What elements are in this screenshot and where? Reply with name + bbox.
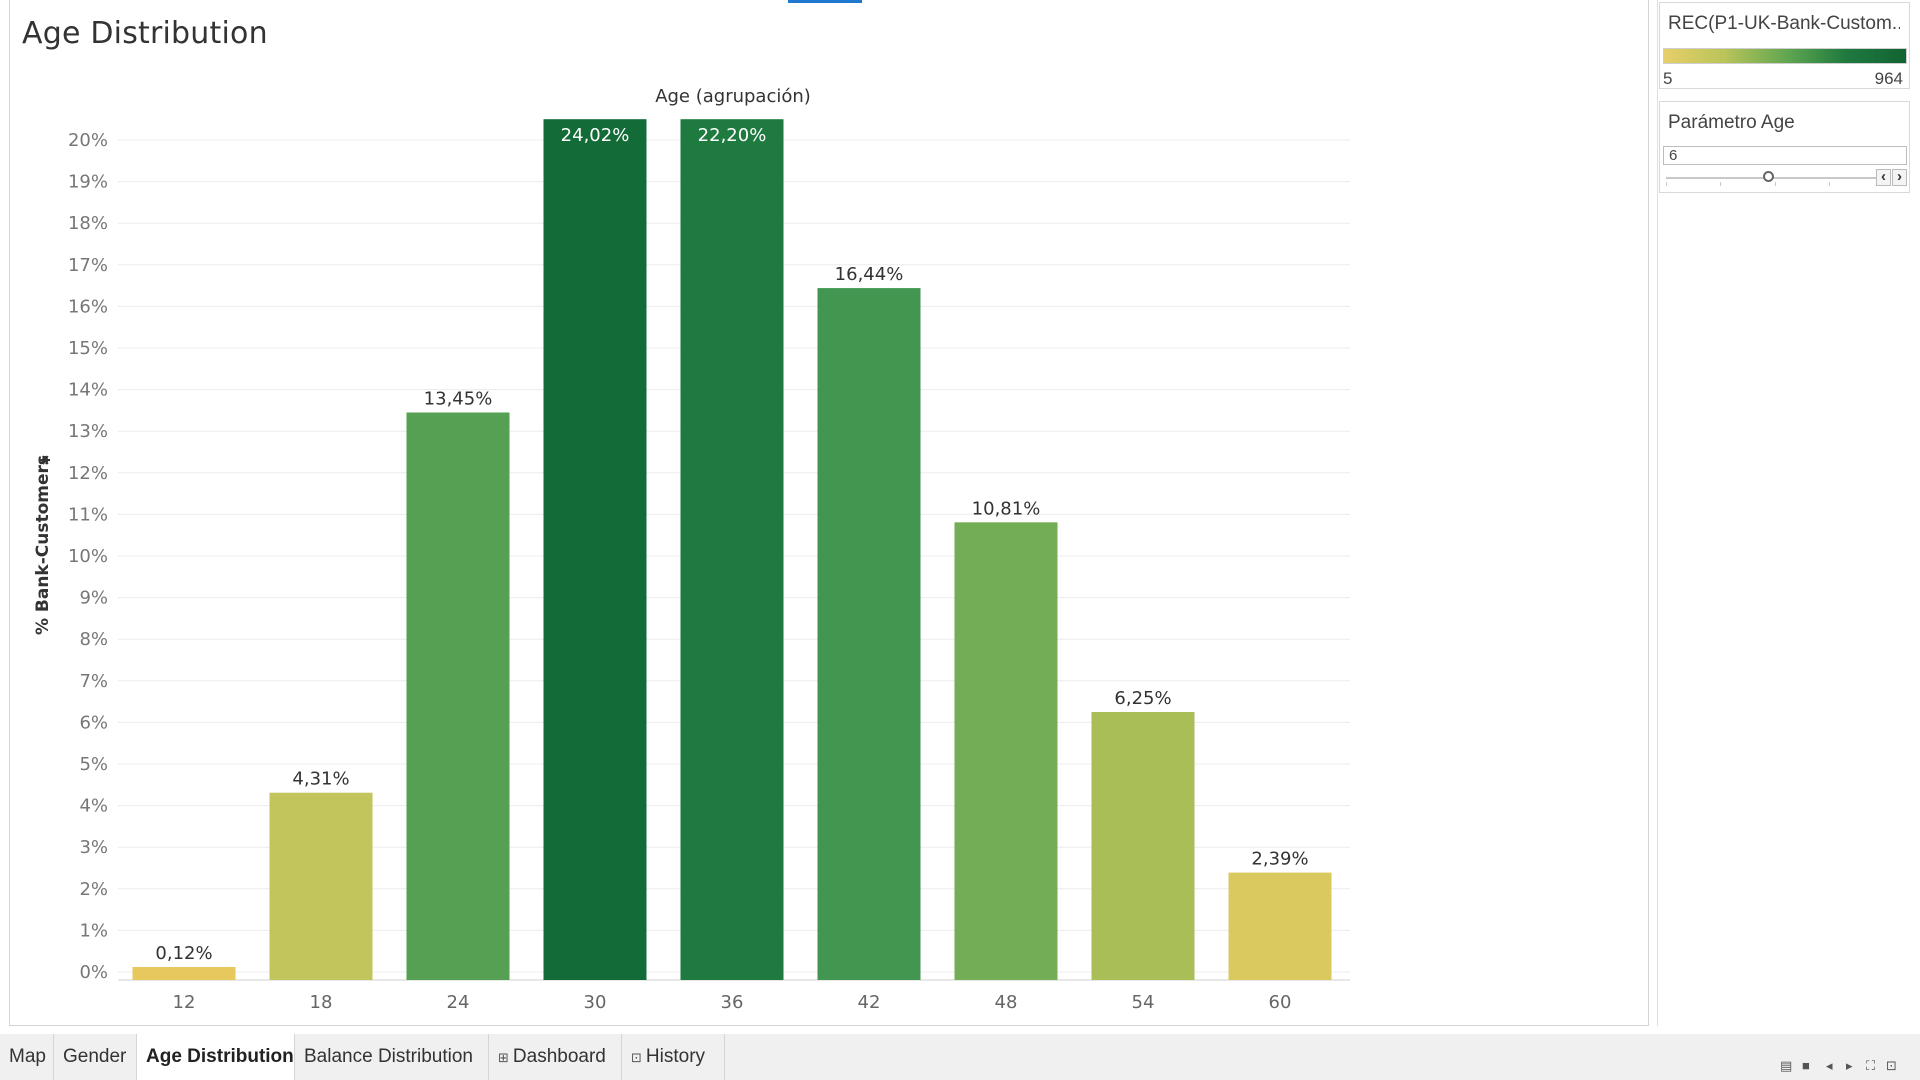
- fullscreen-icon[interactable]: ⛶: [1866, 1058, 1876, 1073]
- y-tick-label: 12%: [68, 463, 108, 484]
- tab-age-distribution[interactable]: Age Distribution: [137, 1034, 295, 1080]
- sheet-accent-bar: [788, 0, 862, 3]
- worksheet: Age Distribution 0% 1% 2% 3% 4% 5% 6% 7% 8% 9% 10%…: [9, 0, 1649, 1026]
- bar: [406, 412, 510, 981]
- y-tick-label: 19%: [68, 172, 108, 193]
- y-tick-label: 1%: [79, 920, 108, 941]
- bar-data-label: 10,81%: [972, 498, 1041, 519]
- chevron-right-icon[interactable]: ›: [1892, 169, 1907, 186]
- y-tick-label: 9%: [79, 588, 108, 609]
- legend-max-label: 964: [1874, 69, 1903, 88]
- y-tick-label: 20%: [68, 130, 108, 151]
- y-tick-label: 5%: [79, 754, 108, 775]
- bar-data-label: 6,25%: [1114, 688, 1171, 709]
- bar: [1228, 872, 1332, 980]
- slider-tick: [1829, 182, 1830, 186]
- parameter-slider-thumb[interactable]: [1763, 171, 1774, 182]
- tab-label: Age Distribution: [146, 1046, 294, 1067]
- y-tick-label: 7%: [79, 671, 108, 692]
- bar-data-label: 22,20%: [698, 125, 767, 146]
- sort-icon: ✱: [38, 455, 53, 466]
- x-tick-label: 12: [173, 992, 196, 1013]
- dashboard-icon: ⊞: [498, 1050, 509, 1065]
- y-tick-label: 10%: [68, 546, 108, 567]
- y-tick-label: 3%: [79, 837, 108, 858]
- x-tick-label: 18: [310, 992, 333, 1013]
- prev-sheet-icon[interactable]: ◂: [1826, 1058, 1833, 1073]
- parameter-control[interactable]: Parámetro Age 6 ‹ ›: [1659, 101, 1910, 193]
- x-tick-label: 30: [584, 992, 607, 1013]
- y-tick-label: 4%: [79, 796, 108, 817]
- bar-data-label: 13,45%: [424, 388, 493, 409]
- y-tick-label: 18%: [68, 213, 108, 234]
- bar: [269, 792, 373, 980]
- color-legend[interactable]: REC(P1-UK-Bank-Custom... 5 964: [1659, 2, 1910, 89]
- tab-label: Gender: [63, 1046, 127, 1067]
- legend-min-label: 5: [1663, 69, 1673, 88]
- next-sheet-icon[interactable]: ▸: [1846, 1058, 1853, 1073]
- tab-label: Map: [9, 1046, 46, 1067]
- legend-color-ramp: [1663, 48, 1907, 64]
- y-tick-label: 8%: [79, 629, 108, 650]
- show-sheets-icon[interactable]: ▤: [1780, 1058, 1793, 1073]
- x-tick-label: 36: [721, 992, 744, 1013]
- tab-dashboard[interactable]: ⊞ Dashboard: [489, 1034, 622, 1080]
- present-icon[interactable]: ⊡: [1886, 1058, 1897, 1073]
- parameter-slider-ticks: [1666, 182, 1884, 186]
- y-tick-label: 13%: [68, 421, 108, 442]
- slider-tick: [1666, 182, 1667, 186]
- tab-balance-distribution[interactable]: Balance Distribution: [295, 1034, 489, 1080]
- y-tick-label: 15%: [68, 338, 108, 359]
- x-axis-title: Age (agrupación): [655, 86, 811, 107]
- tab-history[interactable]: ⊡ History: [622, 1034, 725, 1080]
- sheet-tab-bar: Map Gender Age Distribution Balance Dist…: [0, 1034, 1920, 1080]
- bar: [954, 522, 1058, 980]
- bar: [1091, 712, 1195, 980]
- y-tick-label: 11%: [68, 504, 108, 525]
- x-tick-label: 42: [858, 992, 881, 1013]
- bar-data-label: 24,02%: [561, 125, 630, 146]
- bar: [817, 288, 921, 980]
- parameter-slider-track[interactable]: [1666, 177, 1884, 179]
- parameter-title: Parámetro Age: [1668, 112, 1795, 133]
- navigation-icons: ▤ ■ ◂ ▸ ⛶ ⊡: [1780, 1058, 1910, 1074]
- filmstrip-icon[interactable]: ■: [1802, 1058, 1810, 1073]
- y-tick-label: 16%: [68, 296, 108, 317]
- x-tick-label: 54: [1132, 992, 1155, 1013]
- bar-data-label: 0,12%: [155, 943, 212, 964]
- y-tick-label: 6%: [79, 712, 108, 733]
- slider-tick: [1775, 182, 1776, 186]
- bar: [680, 119, 784, 980]
- legend-title: REC(P1-UK-Bank-Custom...: [1668, 13, 1900, 34]
- y-tick-label: 0%: [79, 962, 108, 983]
- x-tick-label: 60: [1269, 992, 1292, 1013]
- bar-data-label: 2,39%: [1251, 849, 1308, 870]
- tab-label: Balance Distribution: [304, 1046, 473, 1067]
- y-axis-title: % Bank-Customers: [33, 455, 53, 635]
- chevron-left-icon[interactable]: ‹: [1876, 169, 1891, 186]
- y-tick-label: 14%: [68, 380, 108, 401]
- x-tick-label: 48: [995, 992, 1018, 1013]
- slider-tick: [1720, 182, 1721, 186]
- x-tick-label: 24: [447, 992, 470, 1013]
- parameter-value-input[interactable]: 6: [1663, 146, 1907, 165]
- y-tick-label: 2%: [79, 879, 108, 900]
- story-icon: ⊡: [631, 1050, 642, 1065]
- tab-map[interactable]: Map: [0, 1034, 54, 1080]
- y-tick-label: 17%: [68, 255, 108, 276]
- bar: [132, 967, 236, 980]
- tab-gender[interactable]: Gender: [54, 1034, 137, 1080]
- bar-data-label: 16,44%: [835, 264, 904, 285]
- tab-label: History: [645, 1046, 706, 1067]
- tab-label: Dashboard: [512, 1046, 606, 1067]
- bar-data-label: 4,31%: [292, 769, 349, 790]
- bar-chart: 0% 1% 2% 3% 4% 5% 6% 7% 8% 9% 10% 11% 12% 13% 14% 15% 16…: [33, 86, 1350, 1013]
- bar: [543, 119, 647, 980]
- sheet-title: Age Distribution: [22, 16, 268, 51]
